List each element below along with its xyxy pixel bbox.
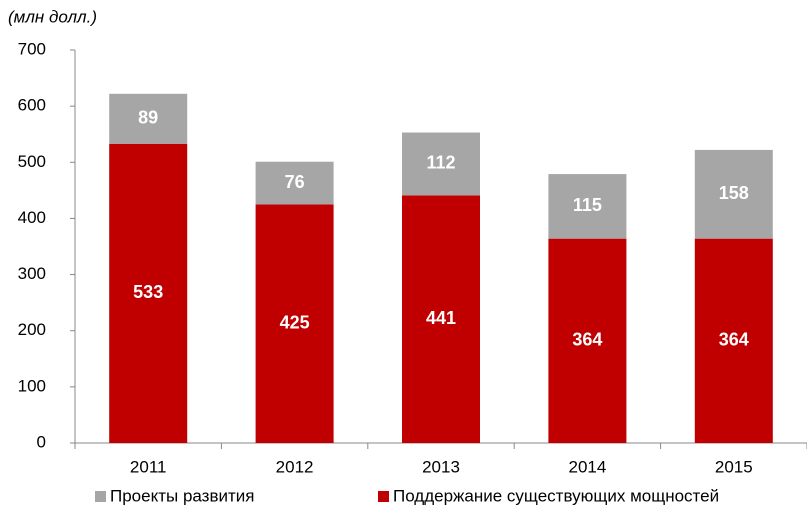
value-label: 425 [280,312,310,332]
y-tick-label: 0 [37,432,46,451]
bar-segment [109,93,188,144]
y-tick-label: 300 [18,264,46,283]
legend-swatch [378,491,389,502]
y-tick-label: 200 [18,320,46,339]
x-tick-label: 2013 [422,457,460,476]
value-label: 115 [573,195,602,215]
y-tick-label: 500 [18,152,46,171]
bar-segment [402,132,480,196]
y-tick-label: 600 [18,96,46,115]
bar-segment [109,143,188,443]
x-tick-label: 2015 [715,457,753,476]
bar-segment [255,161,334,205]
chart-title: (млн долл.) [8,7,97,26]
bar-segment [694,149,773,239]
value-label: 441 [426,308,456,328]
value-label: 76 [285,172,305,192]
value-label: 158 [719,183,749,203]
legend-swatch [95,491,106,502]
x-tick-label: 2014 [568,457,606,476]
x-tick-label: 2011 [130,457,167,476]
y-tick-label: 400 [18,208,46,227]
value-label: 364 [572,330,602,350]
value-label: 533 [133,282,163,302]
value-label: 89 [138,108,158,128]
bar-segment [402,195,480,443]
bar-segment [255,204,334,443]
y-tick-label: 100 [18,376,46,395]
bar-segment [548,238,627,443]
bar-segment [694,238,773,443]
value-label: 364 [719,330,749,350]
bar-segment [548,174,627,239]
legend-label: Поддержание существующих мощностей [393,486,719,505]
y-tick-label: 700 [18,39,46,58]
legend-label: Проекты развития [110,486,254,505]
x-tick-label: 2012 [276,457,314,476]
value-label: 112 [426,153,455,173]
